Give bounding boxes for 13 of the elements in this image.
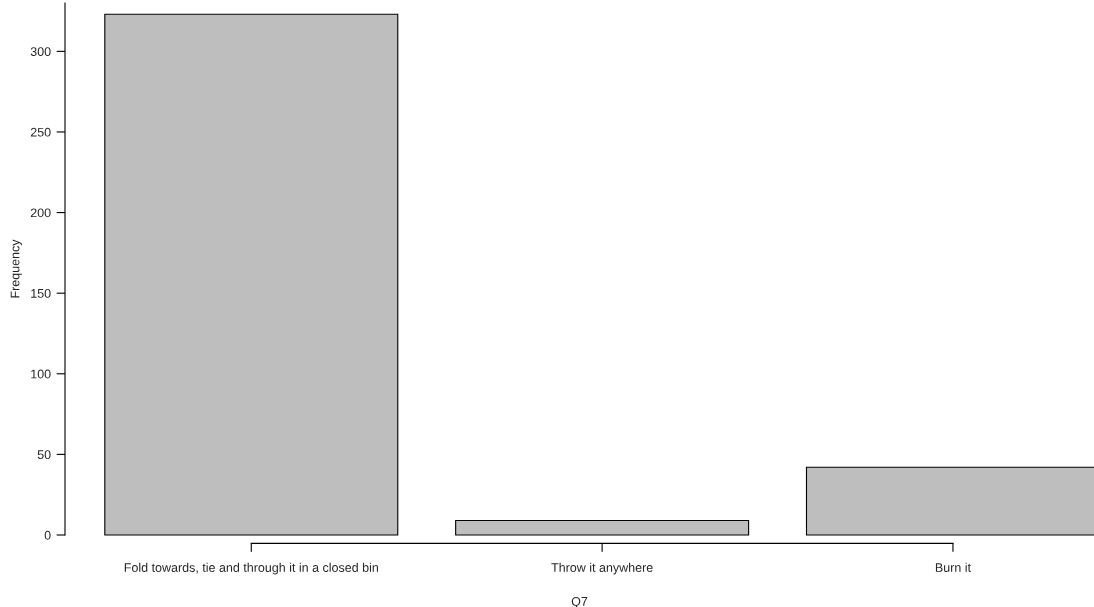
y-tick-label: 150 (31, 288, 51, 298)
y-tick-label: 50 (37, 450, 51, 460)
x-tick-label: Fold towards, tie and through it in a closed bin (124, 562, 378, 575)
y-tick-label: 300 (30, 47, 51, 57)
y-tick-label: 0 (44, 530, 51, 540)
x-tick-label: Burn it (935, 562, 971, 572)
y-tick-label: 250 (30, 127, 51, 137)
y-tick-label: 100 (31, 369, 51, 379)
y-tick-label: 200 (30, 208, 51, 218)
bar (455, 519, 750, 536)
y-axis-title: Frequency (10, 239, 22, 298)
x-tick-label: Throw it anywhere (551, 562, 653, 575)
bar (104, 13, 399, 536)
